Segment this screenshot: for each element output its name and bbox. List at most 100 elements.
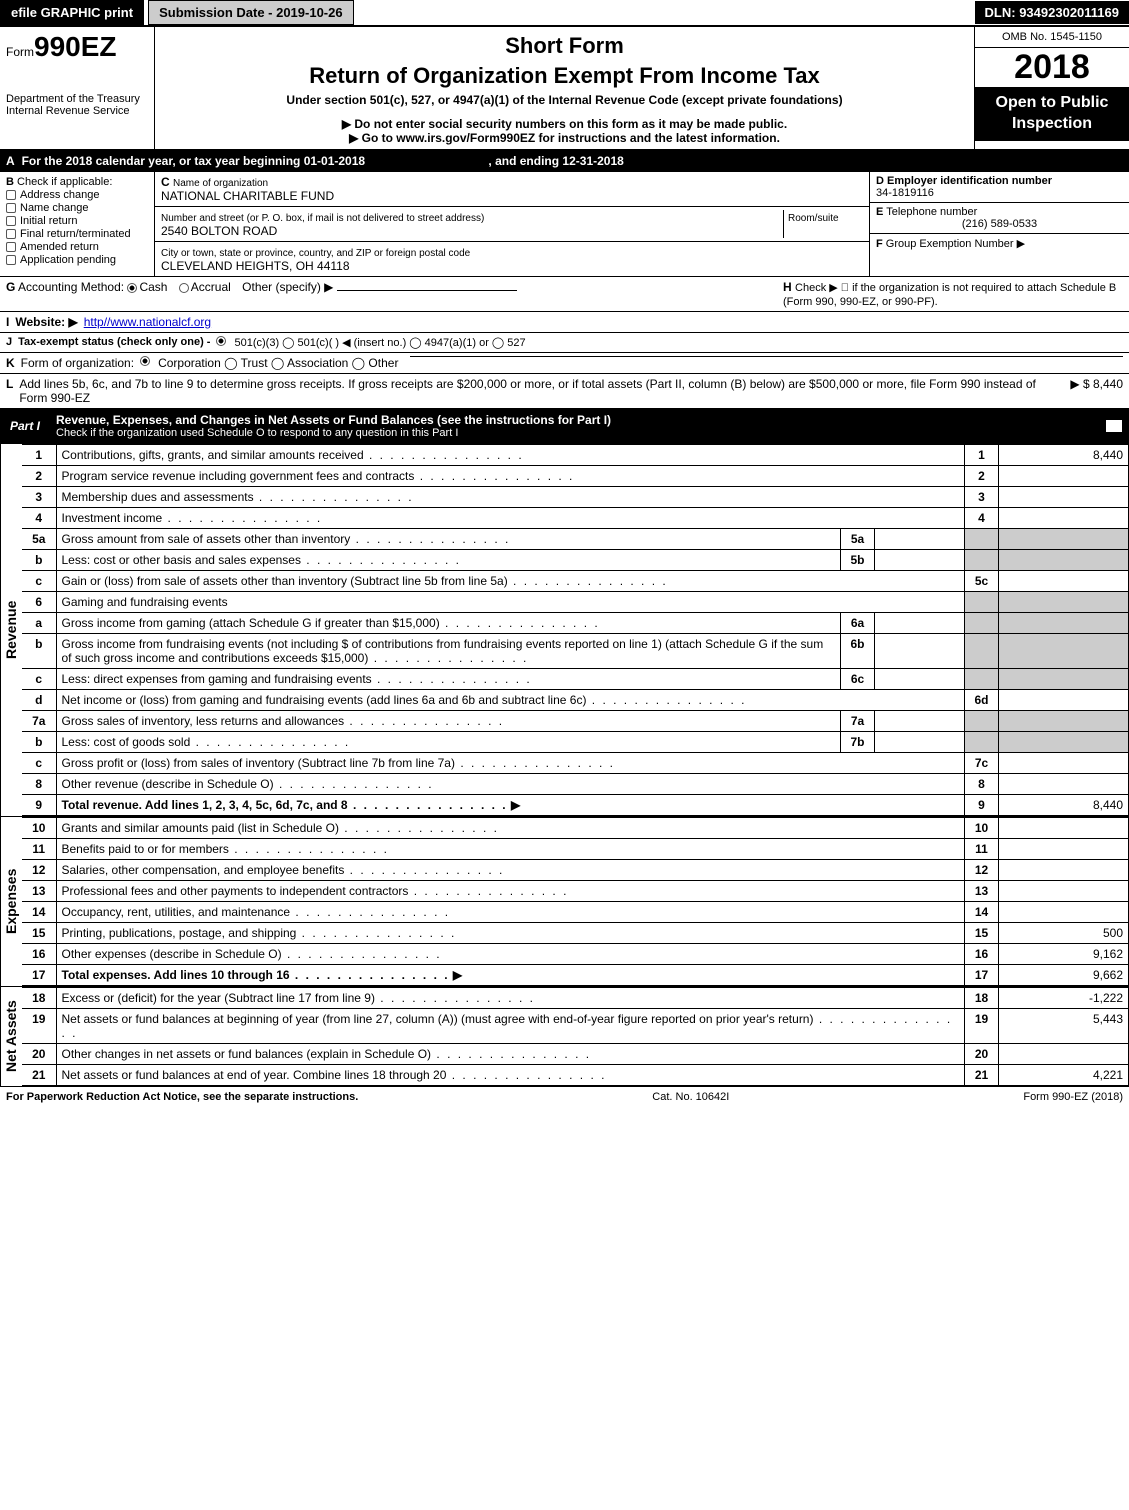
- part1-check: Check if the organization used Schedule …: [56, 427, 1097, 439]
- form-number: Form990EZ: [6, 31, 148, 63]
- line-6-rtno: [965, 592, 999, 613]
- line-a-rtno: [965, 613, 999, 634]
- line-18-no: 18: [22, 988, 56, 1009]
- line-7a-mini-no: 7a: [841, 711, 875, 732]
- g-label: G: [6, 280, 15, 294]
- line-21-no: 21: [22, 1065, 56, 1086]
- row-g-h: G Accounting Method: Cash Accrual Other …: [0, 277, 1129, 312]
- l-text: Add lines 5b, 6c, and 7b to line 9 to de…: [19, 377, 1064, 405]
- line-13-val: [999, 881, 1129, 902]
- g-other: Other (specify) ▶: [242, 280, 333, 294]
- part1-header: Part I Revenue, Expenses, and Changes in…: [0, 409, 1129, 443]
- phone-value: (216) 589-0533: [876, 218, 1123, 230]
- line-b-mini-val: [875, 550, 965, 571]
- part1-checkbox[interactable]: [1105, 419, 1123, 433]
- line-5a-no: 5a: [22, 529, 56, 550]
- revenue-side-label: Revenue: [0, 444, 21, 816]
- line-9-desc: Total revenue. Add lines 1, 2, 3, 4, 5c,…: [56, 795, 965, 816]
- b-label: B: [6, 176, 14, 188]
- line-b-desc: Less: cost of goods sold: [56, 732, 841, 753]
- submission-date-button[interactable]: Submission Date - 2019-10-26: [148, 0, 354, 25]
- ssn-warning: ▶ Do not enter social security numbers o…: [163, 117, 966, 131]
- expenses-table: 10 Grants and similar amounts paid (list…: [22, 817, 1129, 986]
- line-12-desc: Salaries, other compensation, and employ…: [56, 860, 965, 881]
- k-corp-radio[interactable]: [140, 356, 150, 366]
- g-accrual: Accrual: [191, 280, 231, 294]
- line-16-rtno: 16: [965, 944, 999, 965]
- line-b-mini-val: [875, 732, 965, 753]
- b-check-if: Check if applicable:: [17, 176, 112, 188]
- i-text: Website: ▶: [15, 315, 77, 329]
- cb-amended-return[interactable]: Amended return: [6, 241, 148, 253]
- line-14-no: 14: [22, 902, 56, 923]
- short-form-title: Short Form: [163, 33, 966, 59]
- line-12-no: 12: [22, 860, 56, 881]
- i-label: I: [6, 315, 9, 329]
- j-501c3-radio[interactable]: [216, 336, 226, 346]
- line-16-no: 16: [22, 944, 56, 965]
- line-12-rtno: 12: [965, 860, 999, 881]
- f-label: F: [876, 238, 883, 250]
- line-15-no: 15: [22, 923, 56, 944]
- line-15-desc: Printing, publications, postage, and shi…: [56, 923, 965, 944]
- line-14-desc: Occupancy, rent, utilities, and maintena…: [56, 902, 965, 923]
- website-link[interactable]: http//www.nationalcf.org: [84, 315, 211, 329]
- cb-application-pending[interactable]: Application pending: [6, 254, 148, 266]
- line-10-rtno: 10: [965, 818, 999, 839]
- line-b-no: b: [22, 550, 56, 571]
- line-6-val: [999, 592, 1129, 613]
- line-c-no: c: [22, 669, 56, 690]
- line-1-desc: Contributions, gifts, grants, and simila…: [56, 445, 965, 466]
- row-i: I Website: ▶ http//www.nationalcf.org: [0, 312, 1129, 333]
- line-c-val: [999, 571, 1129, 592]
- line-3-desc: Membership dues and assessments: [56, 487, 965, 508]
- subtitle: Under section 501(c), 527, or 4947(a)(1)…: [163, 93, 966, 107]
- expenses-side-label: Expenses: [0, 817, 21, 986]
- cb-address-change[interactable]: Address change: [6, 189, 148, 201]
- line-b-mini-val: [875, 634, 965, 669]
- cb-initial-return-label: Initial return: [20, 215, 77, 227]
- row-a-ending: , and ending 12-31-2018: [488, 154, 623, 168]
- open-inspection: Open to Public Inspection: [975, 87, 1129, 141]
- top-bar: efile GRAPHIC print Submission Date - 20…: [0, 0, 1129, 27]
- line-3-rtno: 3: [965, 487, 999, 508]
- line-20-rtno: 20: [965, 1044, 999, 1065]
- j-label: J: [6, 336, 12, 348]
- cb-initial-return[interactable]: Initial return: [6, 215, 148, 227]
- line-c-rtno: 7c: [965, 753, 999, 774]
- line-c-val: [999, 669, 1129, 690]
- cb-name-change[interactable]: Name change: [6, 202, 148, 214]
- line-17-val: 9,662: [999, 965, 1129, 986]
- k-text: Form of organization:: [21, 356, 134, 370]
- cb-final-return[interactable]: Final return/terminated: [6, 228, 148, 240]
- line-12-val: [999, 860, 1129, 881]
- irs-label: Internal Revenue Service: [6, 105, 148, 117]
- netassets-side-label: Net Assets: [0, 987, 21, 1086]
- omb-number: OMB No. 1545-1150: [975, 27, 1129, 48]
- line-2-val: [999, 466, 1129, 487]
- line-9-val: 8,440: [999, 795, 1129, 816]
- line-16-desc: Other expenses (describe in Schedule O): [56, 944, 965, 965]
- expenses-section: Expenses 10 Grants and similar amounts p…: [0, 816, 1129, 986]
- tax-year: 2018: [975, 48, 1129, 87]
- line-c-mini-no: 6c: [841, 669, 875, 690]
- cb-application-pending-label: Application pending: [20, 254, 116, 266]
- line-11-rtno: 11: [965, 839, 999, 860]
- g-cash-radio[interactable]: [127, 283, 137, 293]
- line-2-rtno: 2: [965, 466, 999, 487]
- line-d-desc: Net income or (loss) from gaming and fun…: [56, 690, 965, 711]
- row-a-text: For the 2018 calendar year, or tax year …: [22, 154, 366, 168]
- line-14-val: [999, 902, 1129, 923]
- row-j: J Tax-exempt status (check only one) - 5…: [0, 333, 1129, 353]
- footer: For Paperwork Reduction Act Notice, see …: [0, 1086, 1129, 1107]
- e-label: E: [876, 206, 883, 218]
- g-accrual-radio[interactable]: [179, 283, 189, 293]
- line-4-rtno: 4: [965, 508, 999, 529]
- line-4-val: [999, 508, 1129, 529]
- line-10-desc: Grants and similar amounts paid (list in…: [56, 818, 965, 839]
- line-c-val: [999, 753, 1129, 774]
- goto-link[interactable]: ▶ Go to www.irs.gov/Form990EZ for instru…: [163, 131, 966, 145]
- col-b: B Check if applicable: Address change Na…: [0, 172, 155, 276]
- efile-print-button[interactable]: efile GRAPHIC print: [0, 0, 144, 25]
- line-b-rtno: [965, 732, 999, 753]
